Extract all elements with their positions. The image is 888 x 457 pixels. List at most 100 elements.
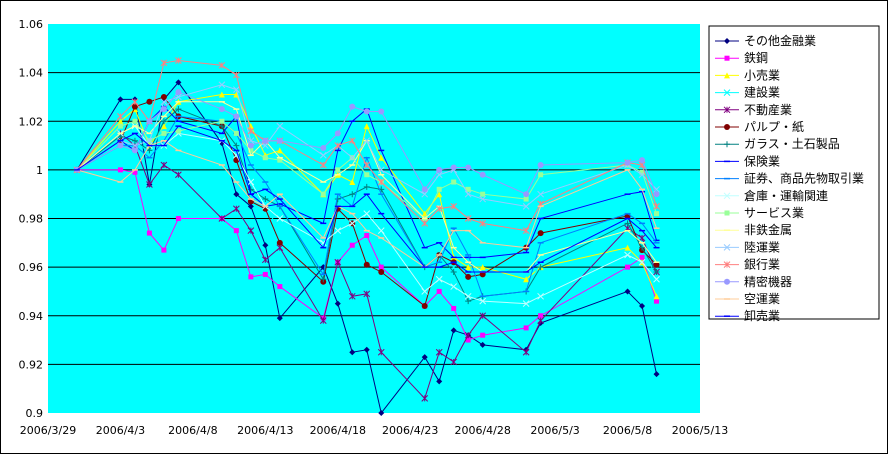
- data-point: [479, 283, 487, 290]
- data-point: [319, 317, 327, 324]
- data-point: [479, 312, 487, 320]
- legend-label: 小売業: [744, 67, 780, 82]
- legend-item: 卸売業: [715, 308, 780, 323]
- data-point: [117, 118, 124, 125]
- x-tick-label: 2006/5/8: [603, 424, 652, 437]
- data-point: [261, 256, 269, 264]
- data-point: [277, 157, 283, 163]
- data-point: [537, 292, 544, 300]
- data-point: [464, 292, 472, 300]
- data-point: [262, 155, 268, 161]
- data-point: [247, 227, 255, 235]
- series-17: [73, 125, 660, 273]
- data-point: [262, 271, 268, 277]
- legend-label: 陸運業: [744, 240, 780, 254]
- data-point: [276, 227, 284, 235]
- data-point: [653, 293, 660, 300]
- data-point: [363, 108, 370, 115]
- data-point: [160, 59, 168, 67]
- data-point: [233, 191, 240, 198]
- data-point: [219, 118, 225, 124]
- legend-marker: [724, 55, 730, 61]
- data-point: [320, 144, 327, 151]
- data-point: [479, 271, 486, 278]
- data-point: [131, 142, 139, 149]
- data-point: [654, 298, 660, 304]
- data-point: [377, 348, 385, 356]
- data-point: [277, 284, 283, 290]
- data-point: [117, 113, 124, 120]
- data-point: [479, 195, 487, 203]
- data-point: [131, 103, 138, 110]
- data-point: [479, 297, 487, 305]
- data-point: [450, 164, 457, 171]
- data-point: [421, 354, 428, 361]
- data-point: [421, 186, 428, 193]
- data-point: [523, 276, 530, 283]
- data-point: [625, 264, 631, 270]
- data-point: [349, 179, 356, 186]
- y-tick-label: 1.04: [19, 67, 44, 80]
- data-point: [248, 147, 254, 153]
- legend-item: 精密機器: [715, 274, 792, 289]
- data-point: [161, 130, 167, 136]
- data-point: [233, 113, 240, 120]
- y-tick-label: 0.94: [19, 310, 44, 323]
- data-point: [175, 128, 181, 134]
- data-point: [464, 190, 472, 198]
- data-point: [436, 288, 442, 294]
- legend-item: 鉄鋼: [715, 50, 768, 65]
- data-point: [334, 258, 342, 266]
- series-line: [76, 94, 657, 297]
- x-tick-label: 2006/4/8: [168, 424, 217, 437]
- data-point: [117, 96, 124, 103]
- data-point: [218, 123, 225, 130]
- y-tick-label: 1: [36, 164, 43, 177]
- data-point: [363, 346, 370, 353]
- legend: [708, 25, 880, 320]
- data-point: [421, 303, 428, 310]
- data-point: [653, 185, 660, 193]
- data-point: [377, 227, 385, 235]
- data-point: [377, 166, 385, 174]
- data-point: [450, 283, 458, 290]
- data-point: [377, 178, 385, 186]
- data-point: [233, 228, 239, 234]
- data-point: [160, 93, 167, 100]
- x-tick-label: 2006/3/29: [20, 424, 76, 437]
- legend-marker: [724, 210, 730, 216]
- legend-item: 保険業: [715, 154, 780, 168]
- data-point: [639, 303, 646, 310]
- y-axis-ticks: 0.9 0.92 0.94 0.96 0.98 1 1.02 1.04 1.06: [19, 18, 44, 420]
- data-point: [175, 79, 182, 86]
- series-line: [76, 115, 657, 297]
- legend-marker: [723, 106, 731, 114]
- y-tick-label: 0.98: [19, 213, 44, 226]
- data-point: [421, 220, 429, 227]
- data-point: [160, 98, 168, 106]
- legend-item: 証券、商品先物取引業: [715, 171, 864, 186]
- data-point: [131, 137, 138, 144]
- data-point: [653, 191, 660, 198]
- series-13: [73, 81, 660, 210]
- data-point: [523, 191, 530, 198]
- data-point: [638, 234, 646, 242]
- data-point: [276, 147, 283, 154]
- y-tick-label: 1.02: [19, 115, 44, 128]
- legend-item: 銀行業: [715, 258, 780, 272]
- legend-item: 陸運業: [715, 240, 780, 254]
- legend-item: サービス業: [715, 206, 804, 220]
- data-point: [451, 305, 457, 311]
- series-15: [73, 89, 660, 198]
- data-point: [639, 244, 646, 251]
- data-point: [233, 205, 240, 213]
- data-point: [117, 123, 123, 129]
- legend-item: 不動産業: [715, 102, 792, 117]
- data-point: [465, 186, 471, 192]
- data-point: [538, 172, 544, 178]
- x-tick-label: 2006/4/18: [310, 424, 366, 437]
- legend-marker: [724, 38, 730, 44]
- data-point: [479, 264, 486, 271]
- data-point: [233, 86, 240, 93]
